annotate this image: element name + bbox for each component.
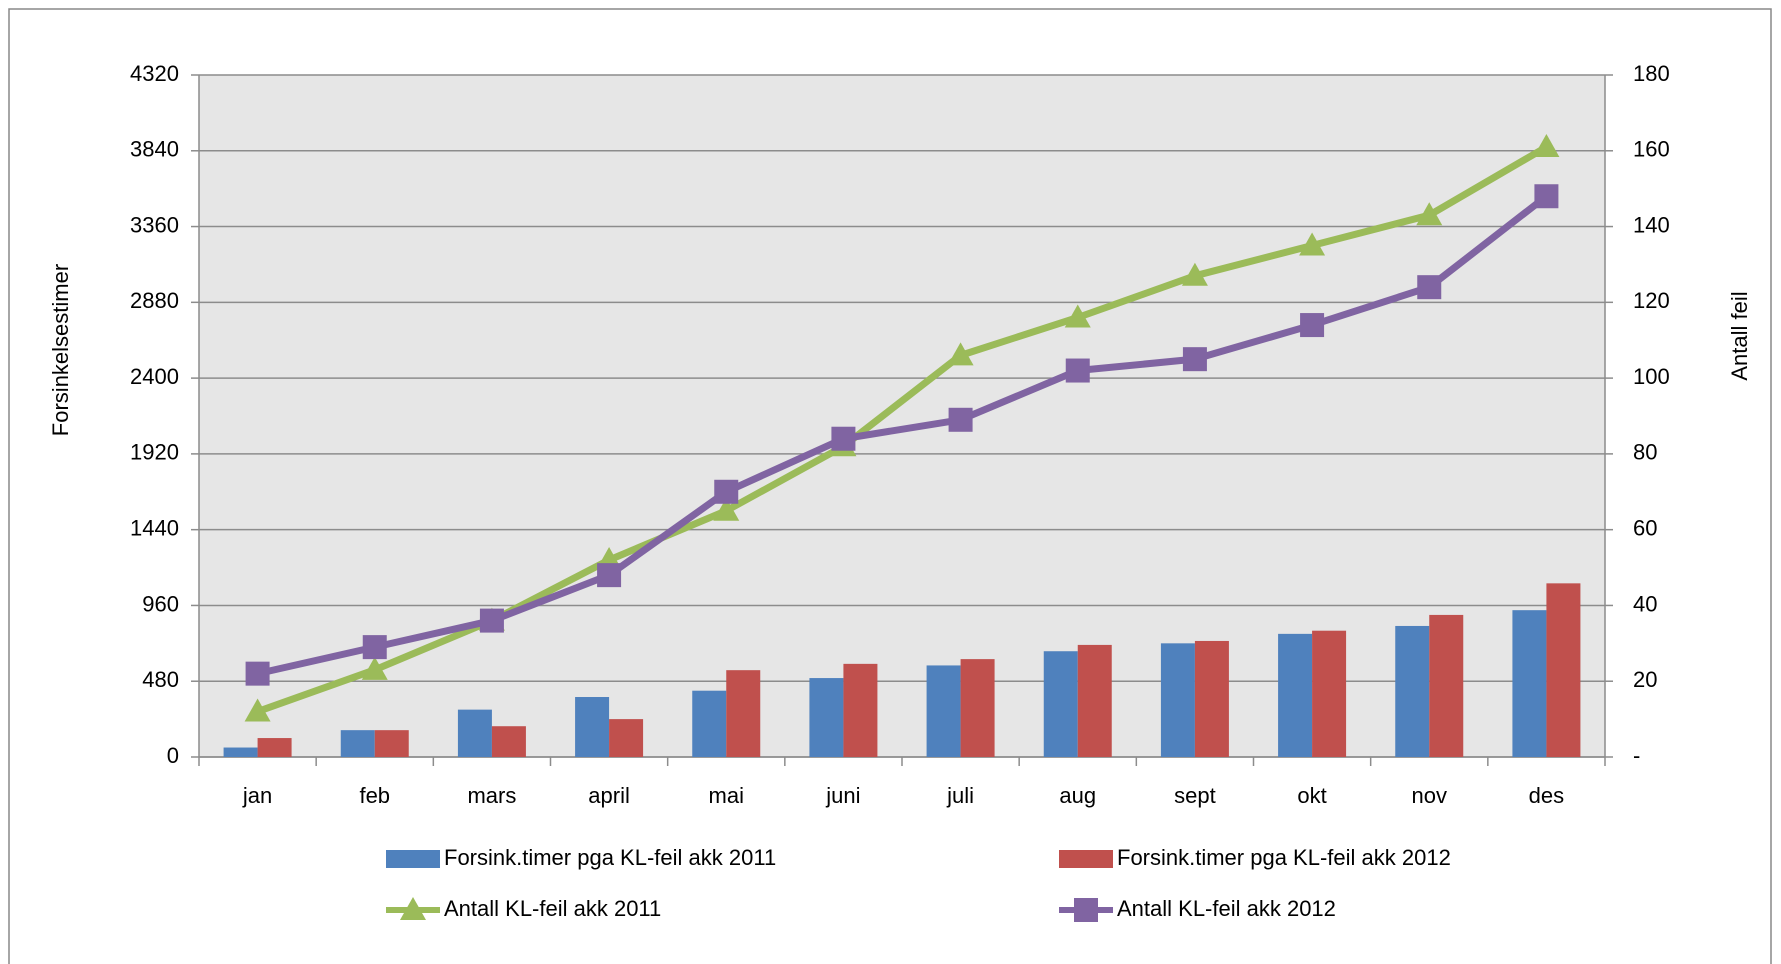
marker [1181,262,1208,286]
bar [926,665,961,757]
bar [1512,610,1547,757]
legend-label: Forsink.timer pga KL-feil akk 2011 [444,845,776,870]
bar [1194,640,1229,757]
y-tick-label: 2400 [130,364,179,389]
marker [947,342,974,366]
x-tick-label: juli [946,783,974,808]
y2-tick-label: 140 [1633,212,1670,237]
marker [479,608,504,633]
marker [245,661,270,686]
y2-tick-label: 80 [1633,440,1657,465]
x-tick-label: okt [1297,783,1326,808]
bar [1077,644,1112,757]
marker [1065,358,1090,383]
bar [960,659,995,757]
y2-tick-label: 160 [1633,137,1670,162]
y2-tick-label: 100 [1633,364,1670,389]
line [256,193,1549,678]
marker [1416,202,1443,226]
legend-label: Antall KL-feil akk 2011 [444,896,661,921]
bar [1278,633,1313,757]
marker [1300,313,1325,338]
x-tick-label: nov [1412,783,1447,808]
marker [1182,347,1207,372]
legend-swatch [386,850,440,868]
y-tick-label: 3360 [130,212,179,237]
y2-tick-label: 180 [1633,61,1670,86]
marker [1533,133,1560,157]
marker [1299,232,1326,256]
bar [575,697,610,757]
bar [340,730,375,757]
x-tick-label: sept [1174,783,1216,808]
bar [809,678,844,757]
bar [1546,583,1581,757]
line [256,143,1549,715]
y-tick-label: 0 [167,743,179,768]
bar [1043,651,1078,757]
bar [457,709,492,757]
marker [597,563,622,588]
x-tick-label: mai [709,783,744,808]
y2-tick-label: 20 [1633,667,1657,692]
marker [714,479,739,504]
x-tick-label: mars [467,783,516,808]
marker [948,407,973,432]
marker [400,897,426,920]
marker [244,698,271,722]
bar [692,690,727,757]
y-tick-label: 2880 [130,288,179,313]
marker [1534,184,1559,209]
bar [843,663,878,757]
bar [1429,614,1464,757]
marker [831,426,856,451]
y-tick-label: 4320 [130,61,179,86]
x-tick-label: aug [1059,783,1096,808]
x-tick-label: april [588,783,630,808]
bar [1395,625,1430,757]
legend-swatch [1059,850,1113,868]
y2-tick-label: 40 [1633,591,1657,616]
legend-label: Forsink.timer pga KL-feil akk 2012 [1117,845,1451,870]
bar [1160,643,1195,757]
bar [223,747,258,757]
y2-tick-label: 60 [1633,515,1657,540]
y-tick-label: 1920 [130,440,179,465]
y2-tick-label: - [1633,743,1640,768]
marker [361,656,388,680]
legend-label: Antall KL-feil akk 2012 [1117,896,1336,921]
x-tick-label: juni [825,783,860,808]
marker [1064,304,1091,328]
y-tick-label: 1440 [130,515,179,540]
x-tick-label: jan [242,783,272,808]
bar [1312,630,1347,757]
bar [609,719,644,757]
bar [257,738,292,757]
marker [362,635,387,660]
marker [713,497,740,521]
bar [726,670,761,757]
y2-axis-title: Antall feil [1727,291,1752,380]
y-tick-label: 3840 [130,137,179,162]
marker [1417,275,1442,300]
y2-tick-label: 120 [1633,288,1670,313]
bar [491,726,526,757]
y-axis-title: Forsinkelsestimer [48,264,73,436]
bar [374,730,409,757]
x-tick-label: feb [359,783,390,808]
y-tick-label: 480 [142,667,179,692]
marker [1074,898,1098,922]
x-tick-label: des [1529,783,1564,808]
y-tick-label: 960 [142,591,179,616]
